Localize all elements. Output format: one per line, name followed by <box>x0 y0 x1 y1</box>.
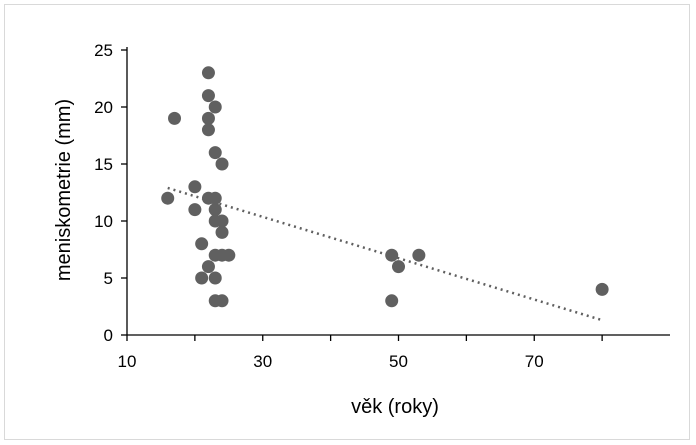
data-point <box>188 180 202 194</box>
data-point <box>595 282 609 296</box>
data-point <box>201 66 215 80</box>
data-point <box>201 111 215 125</box>
data-point <box>208 191 222 205</box>
data-point <box>208 146 222 160</box>
y-tick-label: 5 <box>104 269 113 288</box>
data-point <box>208 100 222 114</box>
x-tick-label: 70 <box>525 352 544 371</box>
data-point <box>208 203 222 217</box>
data-point <box>201 123 215 137</box>
y-tick-label: 10 <box>94 212 113 231</box>
data-point <box>215 294 229 308</box>
y-tick-label: 25 <box>94 41 113 60</box>
x-tick-label: 30 <box>253 352 272 371</box>
data-point <box>195 271 209 285</box>
data-point <box>412 248 426 262</box>
data-point <box>392 260 405 274</box>
data-points <box>161 66 609 308</box>
chart-frame <box>4 4 690 440</box>
tick-labels: 0 5 10 15 20 25 10 30 50 70 <box>94 41 544 371</box>
x-tick-label: 10 <box>118 352 137 371</box>
data-point <box>201 89 215 103</box>
data-point <box>168 111 182 125</box>
data-point <box>215 157 229 171</box>
x-axis-title: věk (roky) <box>351 396 439 418</box>
y-axis-title: meniskometrie (mm) <box>53 99 75 281</box>
trendline <box>167 186 603 322</box>
x-tick-label: 50 <box>389 352 408 371</box>
data-point <box>222 248 236 262</box>
data-point <box>161 191 175 205</box>
data-point <box>385 294 399 308</box>
axes <box>121 47 670 341</box>
data-point <box>188 203 202 217</box>
y-tick-label: 20 <box>94 98 113 117</box>
data-point <box>215 225 229 239</box>
data-point <box>201 260 215 274</box>
data-point <box>208 271 222 285</box>
data-point <box>195 237 209 251</box>
y-tick-label: 15 <box>94 155 113 174</box>
y-tick-label: 0 <box>104 326 113 345</box>
data-point <box>215 214 229 228</box>
data-point <box>385 248 399 262</box>
